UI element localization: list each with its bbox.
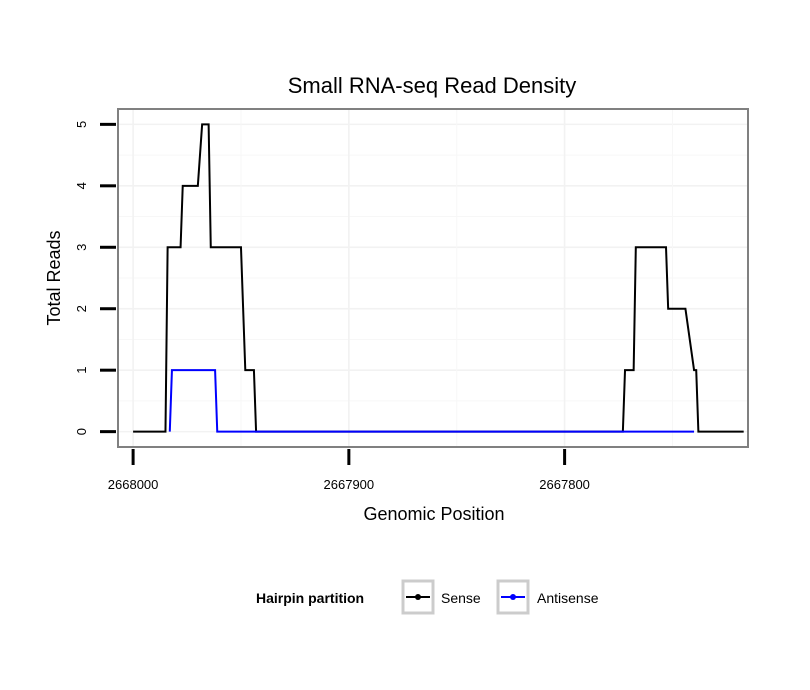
chart-title: Small RNA-seq Read Density (288, 73, 577, 98)
x-tick-label-0: 2668000 (108, 477, 159, 492)
y-axis: 0 1 2 3 4 5 (74, 121, 116, 435)
legend: Hairpin partition Sense Antisense (256, 579, 599, 615)
legend-label-sense: Sense (441, 590, 481, 606)
y-tick-label-0: 0 (74, 428, 89, 435)
legend-item-antisense: Antisense (496, 579, 599, 615)
series-line-antisense (168, 369, 695, 433)
legend-dot-sense (415, 594, 421, 600)
x-axis-title: Genomic Position (363, 504, 504, 524)
y-tick-label-2: 2 (74, 305, 89, 312)
legend-item-sense: Sense (401, 579, 481, 615)
panel-border (117, 108, 749, 448)
y-axis-title: Total Reads (44, 230, 64, 325)
grid (118, 109, 748, 447)
series-layer (133, 123, 744, 433)
x-axis: 2668000 2667900 2667800 (108, 449, 590, 492)
legend-dot-antisense (510, 594, 516, 600)
y-tick-label-1: 1 (74, 367, 89, 374)
x-tick-label-1: 2667900 (324, 477, 375, 492)
y-tick-label-4: 4 (74, 182, 89, 189)
legend-label-antisense: Antisense (537, 590, 599, 606)
y-tick-label-3: 3 (74, 244, 89, 251)
legend-title: Hairpin partition (256, 590, 364, 606)
series-line-sense (133, 123, 744, 433)
x-tick-label-2: 2667800 (539, 477, 590, 492)
y-tick-label-5: 5 (74, 121, 89, 128)
